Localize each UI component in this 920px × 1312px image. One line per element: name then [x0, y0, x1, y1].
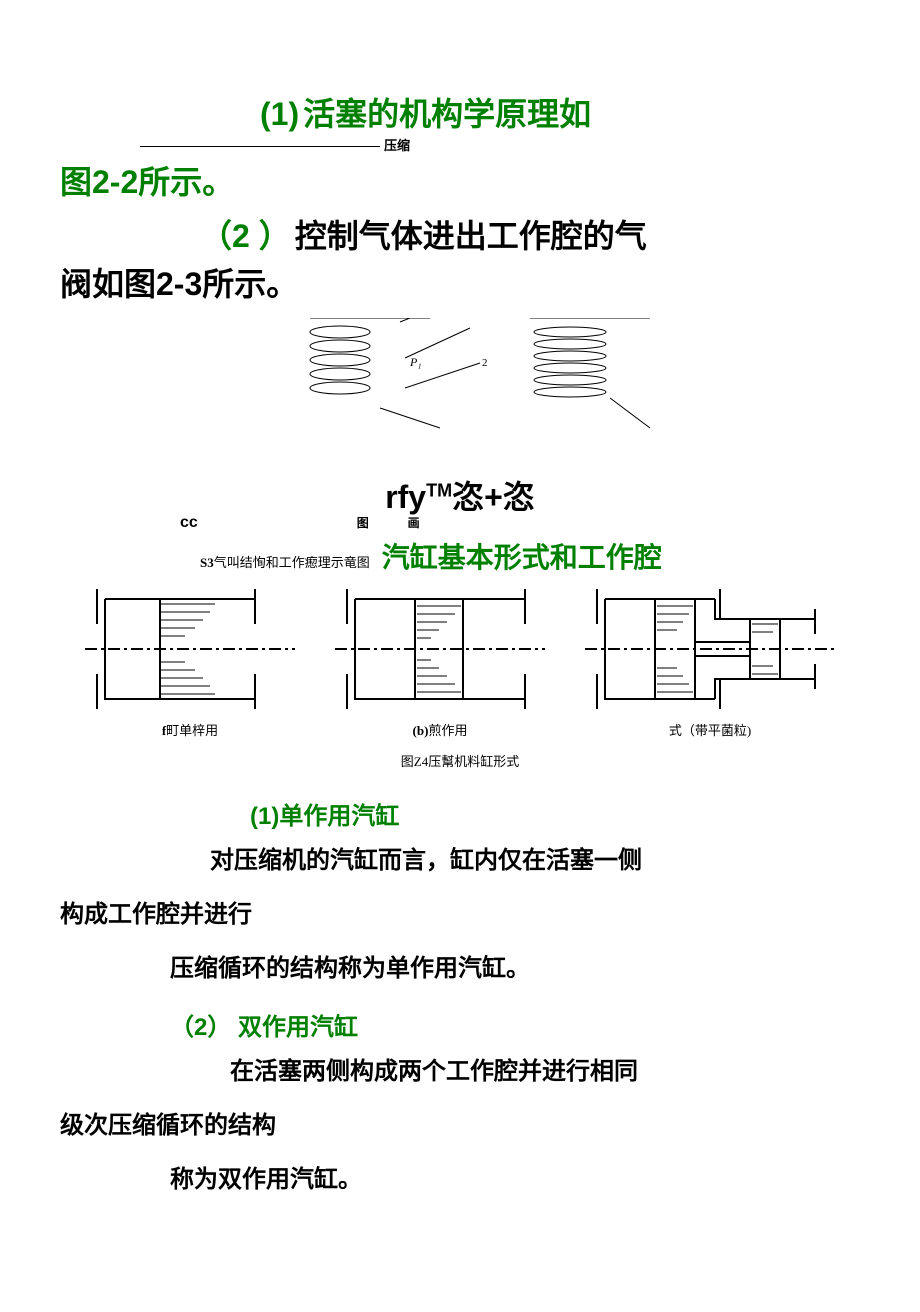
- cc-text: cc: [180, 514, 198, 531]
- cyl-b-label: (b)煎作用: [413, 720, 468, 739]
- section-1-head: (1)单作用汽缸: [60, 796, 860, 831]
- small-a: 图: [357, 516, 369, 530]
- item-2-text: 控制气体进出工作腔的气: [295, 218, 647, 254]
- s2-p1: 在活塞两侧构成两个工作腔并进行相同: [60, 1048, 860, 1096]
- cylinder-b-svg: [335, 584, 545, 714]
- document-page: (1) 活塞的机构学原理如 压缩 图2-2所示。 （2 ） 控制气体进出工作腔的…: [0, 0, 920, 1264]
- cylinder-b: (b)煎作用: [335, 584, 545, 739]
- cylinder-c: 式（带平菌粒): [585, 584, 835, 739]
- line-4: 阀如图2-3所示。: [60, 260, 860, 308]
- item-1-text: 活塞的机构学原理如: [303, 96, 591, 132]
- rfy-suffix: 恣+恣: [452, 479, 535, 515]
- label-2: 2: [482, 357, 488, 369]
- section-2-head: （2） 双作用汽缸: [60, 1007, 860, 1042]
- rfy-row: rfyTM恣+恣: [60, 472, 860, 518]
- line-3: （2 ） 控制气体进出工作腔的气: [60, 212, 860, 260]
- s2-p3: 称为双作用汽缸。: [60, 1156, 860, 1204]
- s1-p1: 对压缩机的汽缸而言，缸内仅在活塞一侧: [60, 837, 860, 885]
- s2-p2: 级次压缩循环的结构: [60, 1102, 860, 1150]
- item-1-prefix: (1): [260, 96, 299, 132]
- heading-block-1: (1) 活塞的机构学原理如 压缩 图2-2所示。 （2 ） 控制气体进出工作腔的…: [60, 90, 860, 308]
- fig24-caption: 图Z4压幫机料缸形式: [60, 751, 860, 770]
- cylinder-diagram-row: f町单梓用: [60, 584, 860, 739]
- line-1: (1) 活塞的机构学原理如: [60, 90, 860, 138]
- cylinder-c-svg: [585, 584, 835, 714]
- small-b: 画: [408, 516, 420, 530]
- cylinder-a: f町单梓用: [85, 584, 295, 739]
- rfy-text: rfy: [385, 479, 426, 515]
- cyl-a-label: f町单梓用: [162, 720, 218, 739]
- cylinder-a-svg: [85, 584, 295, 714]
- line-2: 图2-2所示。: [60, 158, 860, 206]
- tm-text: TM: [426, 480, 452, 500]
- s1-p3: 压缩循环的结构称为单作用汽缸。: [60, 945, 860, 993]
- underline: [140, 146, 380, 147]
- s3-caption: S3S3气叫结恂和工作瘛理示竜图气叫结恂和工作瘛理示竜图: [60, 552, 370, 571]
- s1-p2: 构成工作腔并进行: [60, 891, 860, 939]
- cylinder-title: 汽缸基本形式和工作腔: [382, 536, 662, 576]
- cyl-c-label: 式（带平菌粒): [669, 720, 751, 739]
- caption-row: S3S3气叫结恂和工作瘛理示竜图气叫结恂和工作瘛理示竜图 汽缸基本形式和工作腔: [60, 536, 860, 576]
- label-p1: P₁: [409, 355, 422, 369]
- item-2-prefix: （2 ）: [200, 218, 291, 254]
- valve-figure: 4 3 P₁ 2: [60, 318, 860, 478]
- valve-svg: 4 3 P₁ 2: [60, 318, 860, 438]
- compress-label: 压缩: [384, 138, 410, 153]
